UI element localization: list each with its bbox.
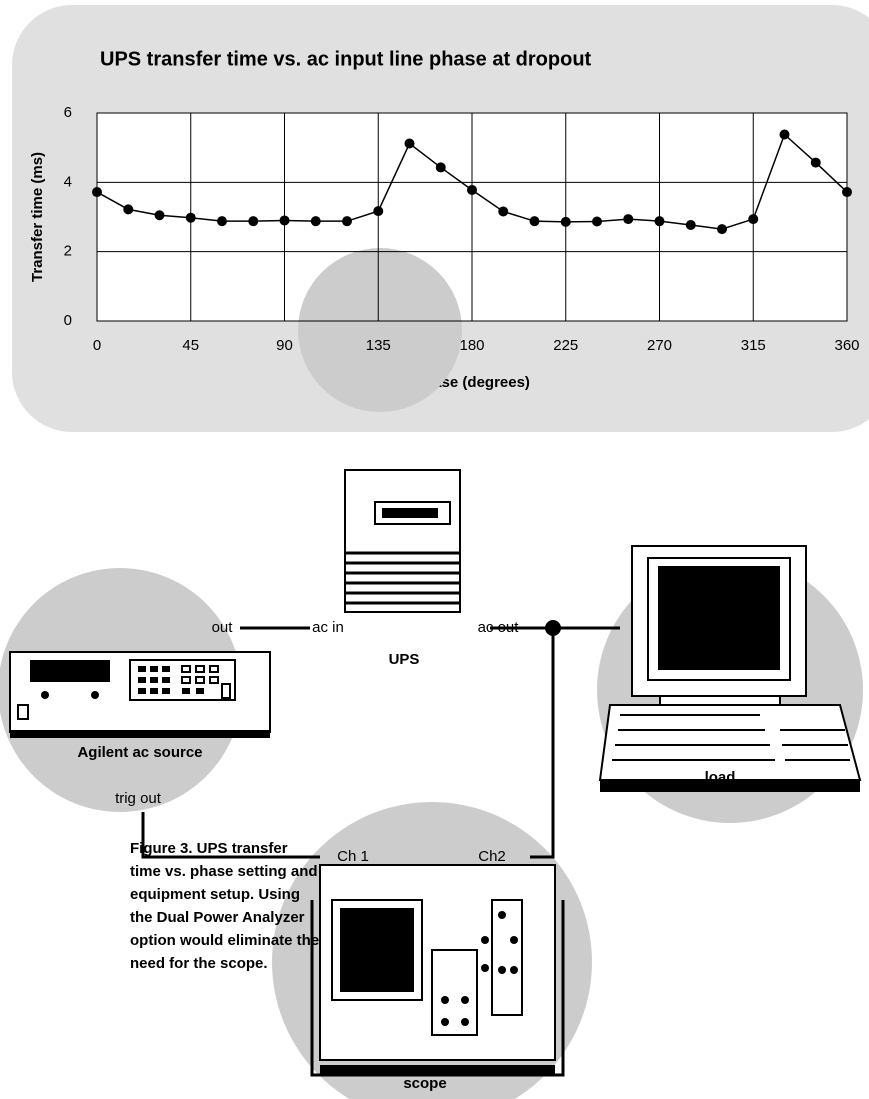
y-tick-label: 4 [64, 173, 72, 190]
label: Ch 1 [337, 848, 369, 865]
x-tick-label: 135 [366, 337, 391, 354]
scope-unit [310, 864, 565, 1077]
x-tick-label: 45 [182, 337, 199, 354]
label: trig out [115, 790, 162, 807]
data-point [654, 216, 665, 227]
y-tick-label: 2 [64, 243, 72, 260]
ups-unit [344, 469, 461, 613]
x-tick-label: 360 [834, 337, 859, 354]
data-point [560, 216, 571, 227]
label: Agilent ac source [77, 744, 202, 761]
x-tick-label: 180 [459, 337, 484, 354]
data-point [123, 204, 134, 215]
data-point [592, 216, 602, 227]
data-point [404, 138, 415, 149]
label: load [705, 769, 736, 786]
label: ac in [312, 619, 344, 636]
y-tick-label: 6 [64, 104, 72, 121]
data-point [279, 215, 290, 226]
x-tick-label: 270 [647, 337, 672, 354]
label: ac out [478, 619, 520, 636]
chart-title: UPS transfer time vs. ac input line phas… [100, 48, 592, 70]
junction [545, 620, 561, 636]
caption-line: option would eliminate the [130, 932, 319, 949]
x-tick-label: 225 [553, 337, 578, 354]
caption-line: equipment setup. Using [130, 886, 300, 903]
y-axis-label: Transfer time (ms) [29, 152, 46, 282]
x-tick-label: 90 [276, 337, 293, 354]
data-point [310, 216, 321, 227]
caption-line: time vs. phase setting and [130, 863, 318, 880]
label: out [212, 619, 234, 636]
data-point [529, 216, 540, 227]
label: scope [403, 1075, 446, 1092]
data-point [810, 157, 821, 168]
x-tick-label: 0 [93, 337, 101, 354]
data-point [185, 212, 196, 223]
data-point [342, 216, 352, 227]
y-tick-label: 0 [64, 312, 72, 329]
data-point [248, 216, 259, 227]
caption-line: the Dual Power Analyzer [130, 909, 305, 926]
data-point [842, 187, 852, 198]
data-point [92, 187, 102, 198]
computer-unit [598, 545, 862, 792]
data-point [623, 214, 634, 225]
caption-line: Figure 3. UPS transfer [130, 840, 288, 857]
data-point [498, 206, 509, 217]
data-point [435, 162, 446, 173]
data-point [373, 206, 384, 217]
data-point [154, 210, 165, 221]
ups-circle [298, 248, 462, 412]
label: Ch2 [478, 848, 506, 865]
x-tick-label: 315 [741, 337, 766, 354]
label: UPS [389, 651, 420, 668]
data-point [467, 184, 477, 195]
ac-source-unit [9, 651, 271, 738]
data-point [217, 216, 227, 227]
data-point [779, 129, 790, 140]
caption-line: need for the scope. [130, 955, 268, 972]
data-point [717, 224, 727, 235]
data-point [748, 214, 759, 225]
data-point [685, 219, 696, 230]
